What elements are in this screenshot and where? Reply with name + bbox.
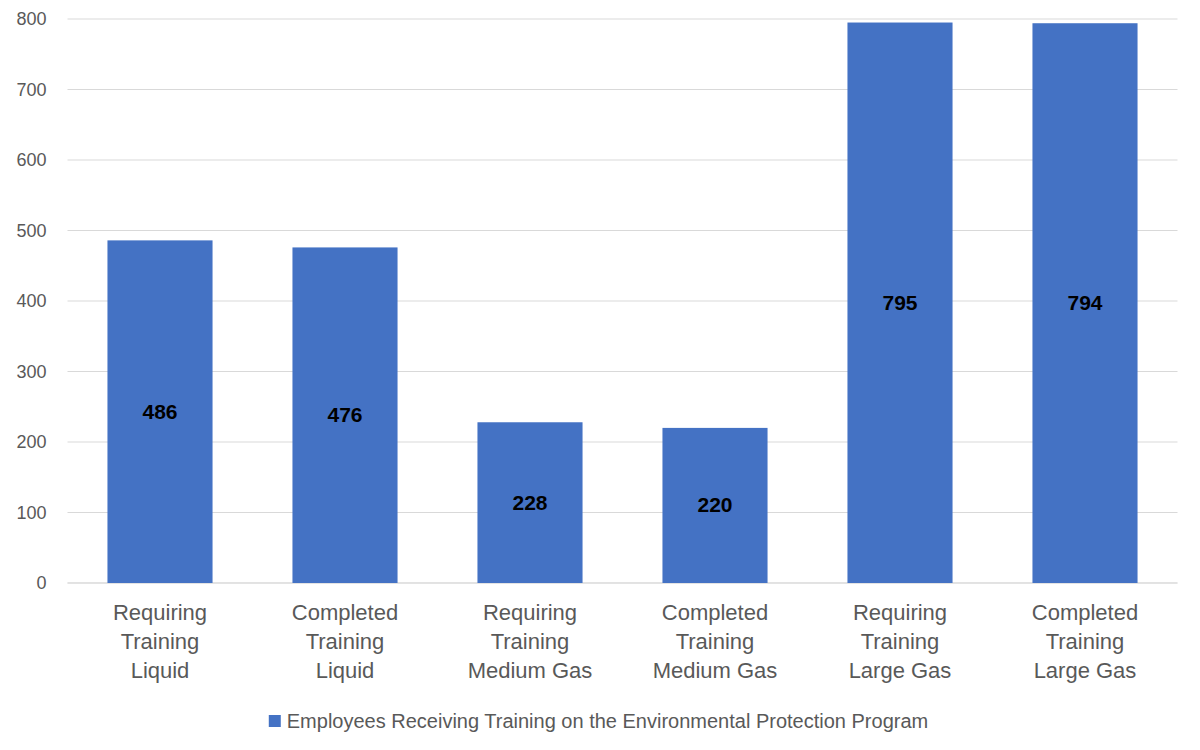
data-label: 795	[882, 291, 917, 314]
y-tick-label: 100	[16, 503, 46, 523]
x-tick-label: CompletedTrainingMedium Gas	[653, 600, 778, 683]
data-labels: 486 476 228 220 795 794	[142, 291, 1102, 517]
legend-swatch	[269, 715, 281, 727]
chart-svg: 0 100 200 300 400 500 600 700 800 486 476 228 220 795…	[0, 0, 1200, 750]
x-tick-label: RequiringTrainingMedium Gas	[468, 600, 593, 683]
x-axis-line	[68, 583, 1178, 584]
data-label: 228	[512, 491, 547, 514]
y-tick-label: 700	[16, 80, 46, 100]
bar	[662, 428, 767, 583]
grid-line	[68, 230, 1178, 231]
chart-container: 0 100 200 300 400 500 600 700 800 486 476 228 220 795…	[0, 0, 1200, 750]
bar	[292, 247, 397, 583]
data-label: 486	[142, 400, 177, 423]
data-label: 220	[697, 493, 732, 516]
y-tick-label: 300	[16, 362, 46, 382]
data-label: 476	[327, 403, 362, 426]
y-tick-label: 200	[16, 432, 46, 452]
grid-line	[68, 301, 1178, 302]
grid	[68, 19, 1178, 583]
x-tick-label: CompletedTrainingLarge Gas	[1032, 600, 1138, 683]
y-tick-label: 800	[16, 9, 46, 29]
bar	[847, 23, 952, 583]
grid-line	[68, 19, 1178, 20]
bar	[1032, 23, 1137, 583]
grid-line	[68, 512, 1178, 513]
legend: Employees Receiving Training on the Envi…	[269, 710, 928, 732]
y-tick-label: 500	[16, 221, 46, 241]
y-tick-label: 400	[16, 291, 46, 311]
grid-line	[68, 160, 1178, 161]
grid-line	[68, 371, 1178, 372]
legend-label: Employees Receiving Training on the Envi…	[287, 710, 928, 732]
x-tick-label: RequiringTrainingLiquid	[113, 600, 207, 683]
bar	[107, 240, 212, 583]
y-tick-label: 0	[36, 573, 46, 593]
grid-line	[68, 442, 1178, 443]
y-tick-label: 600	[16, 150, 46, 170]
bars	[107, 23, 1137, 583]
data-label: 794	[1067, 291, 1102, 314]
grid-line	[68, 89, 1178, 90]
grid-line	[68, 583, 1178, 584]
bar	[477, 422, 582, 583]
x-tick-label: RequiringTrainingLarge Gas	[849, 600, 952, 683]
x-tick-label: CompletedTrainingLiquid	[292, 600, 398, 683]
